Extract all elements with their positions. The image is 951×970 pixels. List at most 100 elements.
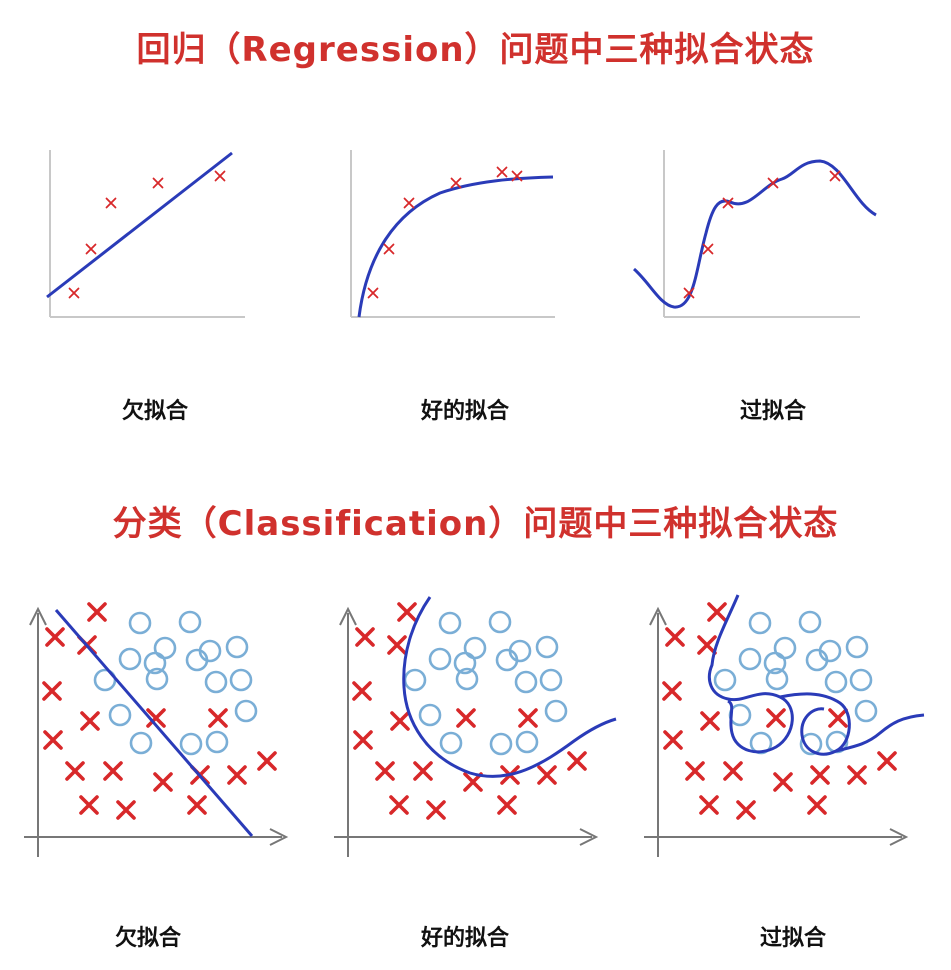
fit-line	[46, 151, 233, 299]
cross-marker	[810, 765, 830, 785]
class-circles	[403, 610, 568, 756]
cross-marker	[208, 708, 228, 728]
regression-overfit-caption: 过拟合	[739, 399, 806, 424]
circle-marker	[108, 703, 132, 727]
y-axis-arrowhead	[29, 606, 47, 626]
cross-marker	[367, 287, 379, 299]
circle-marker	[118, 647, 142, 671]
regression-goodfit-caption: 好的拟合	[420, 399, 509, 424]
y-axis-arrowhead	[649, 606, 667, 626]
regression-goodfit-plot	[350, 150, 555, 318]
circle-marker	[453, 651, 477, 675]
cross-marker	[702, 243, 714, 255]
cross-marker	[456, 708, 476, 728]
cross-marker	[80, 711, 100, 731]
cross-marker	[153, 772, 173, 792]
x-axis-arrowhead	[889, 828, 909, 846]
cross-marker	[42, 681, 62, 701]
classification-goodfit-plot	[334, 596, 617, 857]
sample-points	[367, 166, 523, 299]
cross-marker	[103, 761, 123, 781]
circle-marker	[773, 636, 797, 660]
circle-marker	[225, 635, 249, 659]
cross-marker	[537, 765, 557, 785]
cross-marker	[723, 761, 743, 781]
cross-marker	[683, 287, 695, 299]
class-circles	[713, 610, 878, 756]
sample-points	[68, 170, 226, 299]
cross-marker	[383, 243, 395, 255]
cross-marker	[152, 177, 164, 189]
circle-marker	[439, 731, 463, 755]
cross-marker	[45, 627, 65, 647]
cross-marker	[511, 170, 523, 182]
cross-marker	[397, 602, 417, 622]
classification-overfit-caption: 过拟合	[759, 926, 826, 951]
cross-marker	[766, 708, 786, 728]
circle-marker	[145, 667, 169, 691]
cross-marker	[105, 197, 117, 209]
y-axis-arrowhead	[339, 606, 357, 626]
cross-marker	[829, 170, 841, 182]
cross-marker	[352, 681, 372, 701]
cross-marker	[518, 708, 538, 728]
circle-marker	[179, 732, 203, 756]
classification-underfit-plot	[24, 602, 289, 857]
circle-marker	[438, 611, 462, 635]
decision-curve-tail	[835, 713, 925, 753]
circle-marker	[849, 668, 873, 692]
cross-marker	[567, 751, 587, 771]
cross-marker	[390, 711, 410, 731]
circle-marker	[488, 610, 512, 634]
class-crosses	[662, 602, 897, 820]
cross-marker	[877, 751, 897, 771]
classification-overfit-plot	[644, 594, 925, 857]
cross-marker	[700, 711, 720, 731]
cross-marker	[736, 800, 756, 820]
cross-marker	[773, 772, 793, 792]
regression-underfit-caption: 欠拟合	[121, 399, 188, 424]
circle-marker	[204, 670, 228, 694]
classification-goodfit-caption: 好的拟合	[420, 926, 509, 951]
circle-marker	[738, 647, 762, 671]
circle-marker	[805, 648, 829, 672]
x-axis-arrowhead	[269, 828, 289, 846]
circle-marker	[544, 699, 568, 723]
circle-marker	[748, 611, 772, 635]
cross-marker	[187, 795, 207, 815]
circle-marker	[763, 651, 787, 675]
circle-marker	[403, 668, 427, 692]
regression-underfit-plot	[46, 150, 245, 318]
cross-marker	[79, 795, 99, 815]
circle-marker	[798, 610, 822, 634]
cross-marker	[722, 197, 734, 209]
circle-marker	[153, 636, 177, 660]
cross-marker	[663, 730, 683, 750]
cross-marker	[387, 635, 407, 655]
cross-marker	[65, 761, 85, 781]
circle-marker	[854, 699, 878, 723]
circle-marker	[713, 668, 737, 692]
circle-marker	[418, 703, 442, 727]
sample-points	[683, 170, 841, 299]
cross-marker	[214, 170, 226, 182]
cross-marker	[43, 730, 63, 750]
cross-marker	[697, 635, 717, 655]
circle-marker	[428, 647, 452, 671]
cross-marker	[496, 166, 508, 178]
circle-marker	[765, 667, 789, 691]
circle-marker	[495, 648, 519, 672]
circle-marker	[128, 611, 152, 635]
cross-marker	[85, 243, 97, 255]
cross-marker	[389, 795, 409, 815]
circle-marker	[234, 699, 258, 723]
cross-marker	[413, 761, 433, 781]
regression-overfit-plot	[633, 150, 877, 318]
regression-title: 回归（Regression）问题中三种拟合状态	[136, 30, 815, 70]
cross-marker	[463, 772, 483, 792]
cross-marker	[87, 602, 107, 622]
circle-marker	[129, 731, 153, 755]
circle-marker	[205, 730, 229, 754]
circle-marker	[229, 668, 253, 692]
cross-marker	[847, 765, 867, 785]
